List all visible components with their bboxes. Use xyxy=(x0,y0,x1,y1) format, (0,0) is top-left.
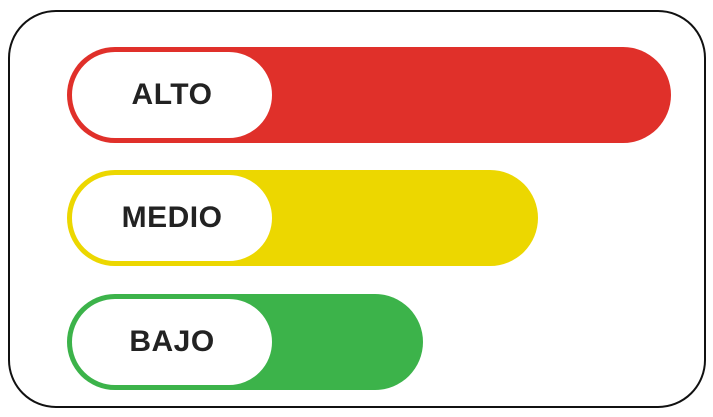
level-bar-alto: ALTO xyxy=(67,47,671,143)
legend-panel: ALTO MEDIO BAJO xyxy=(8,10,706,408)
level-pill-alto: ALTO xyxy=(69,49,275,141)
level-label-medio: MEDIO xyxy=(121,201,223,234)
level-label-alto: ALTO xyxy=(131,78,213,111)
level-bar-bajo: BAJO xyxy=(67,294,423,390)
level-pill-medio: MEDIO xyxy=(69,172,275,264)
level-label-bajo: BAJO xyxy=(129,325,215,358)
level-bar-medio: MEDIO xyxy=(67,170,538,266)
level-pill-bajo: BAJO xyxy=(69,296,275,388)
